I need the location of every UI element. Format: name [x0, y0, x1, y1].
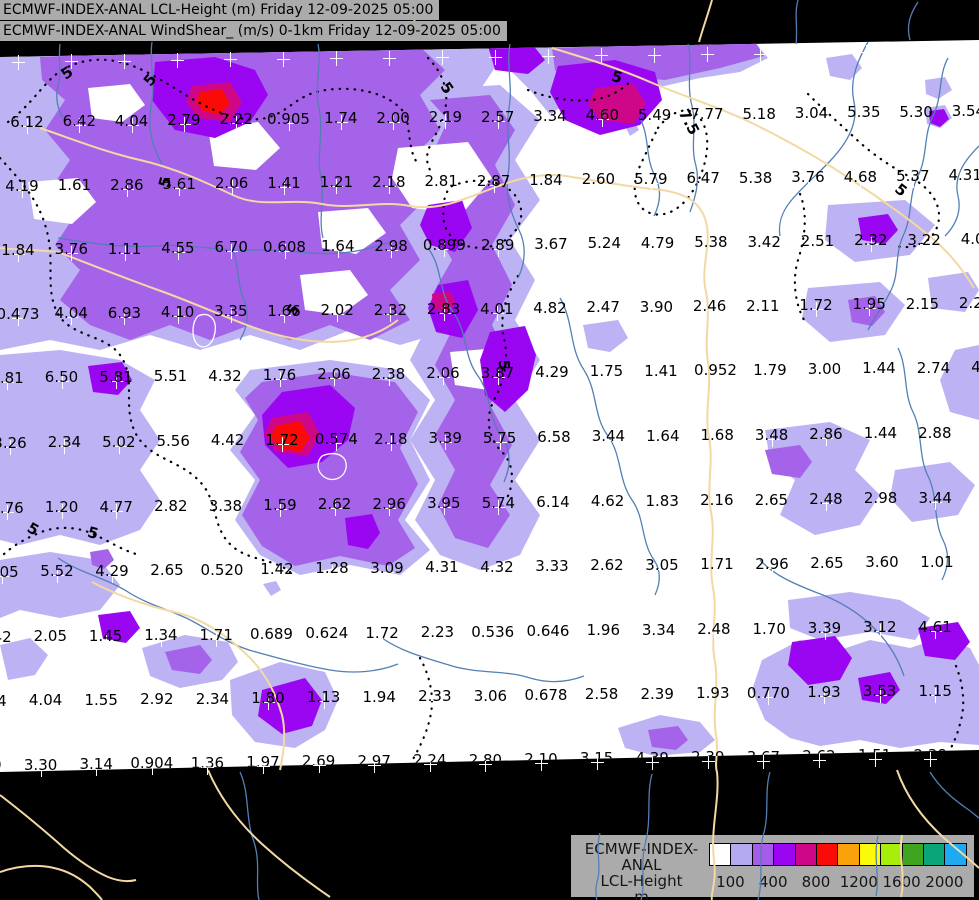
- legend-panel: ECMWF-INDEX-ANAL LCL-Height m 100 400 800 1…: [571, 835, 974, 900]
- legend-tick-label: 1200: [839, 873, 878, 891]
- legend-parameter-name: LCL-Height: [600, 872, 683, 890]
- legend-tick-label: 800: [801, 873, 831, 891]
- title-bar: ECMWF-INDEX-ANAL LCL-Height (m) Friday 1…: [0, 0, 507, 42]
- white-contour-layer: [192, 313, 347, 481]
- title-line-windshear: ECMWF-INDEX-ANAL WindShear_ (m/s) 0-1km …: [0, 21, 507, 41]
- windshear-contour-layer: [0, 56, 965, 765]
- legend-tick-label: 100: [716, 873, 745, 891]
- legend-tick-label: 400: [758, 873, 788, 891]
- title-line-lcl: ECMWF-INDEX-ANAL LCL-Height (m) Friday 1…: [0, 0, 440, 20]
- legend-tick-label: 2000: [925, 873, 964, 891]
- legend-model-name: ECMWF-INDEX-ANAL: [584, 840, 699, 874]
- legend-title-block: ECMWF-INDEX-ANAL LCL-Height m: [579, 841, 704, 900]
- rivers-layer: [56, 0, 979, 900]
- legend-units: m: [634, 888, 649, 900]
- legend-color-box: [944, 843, 967, 866]
